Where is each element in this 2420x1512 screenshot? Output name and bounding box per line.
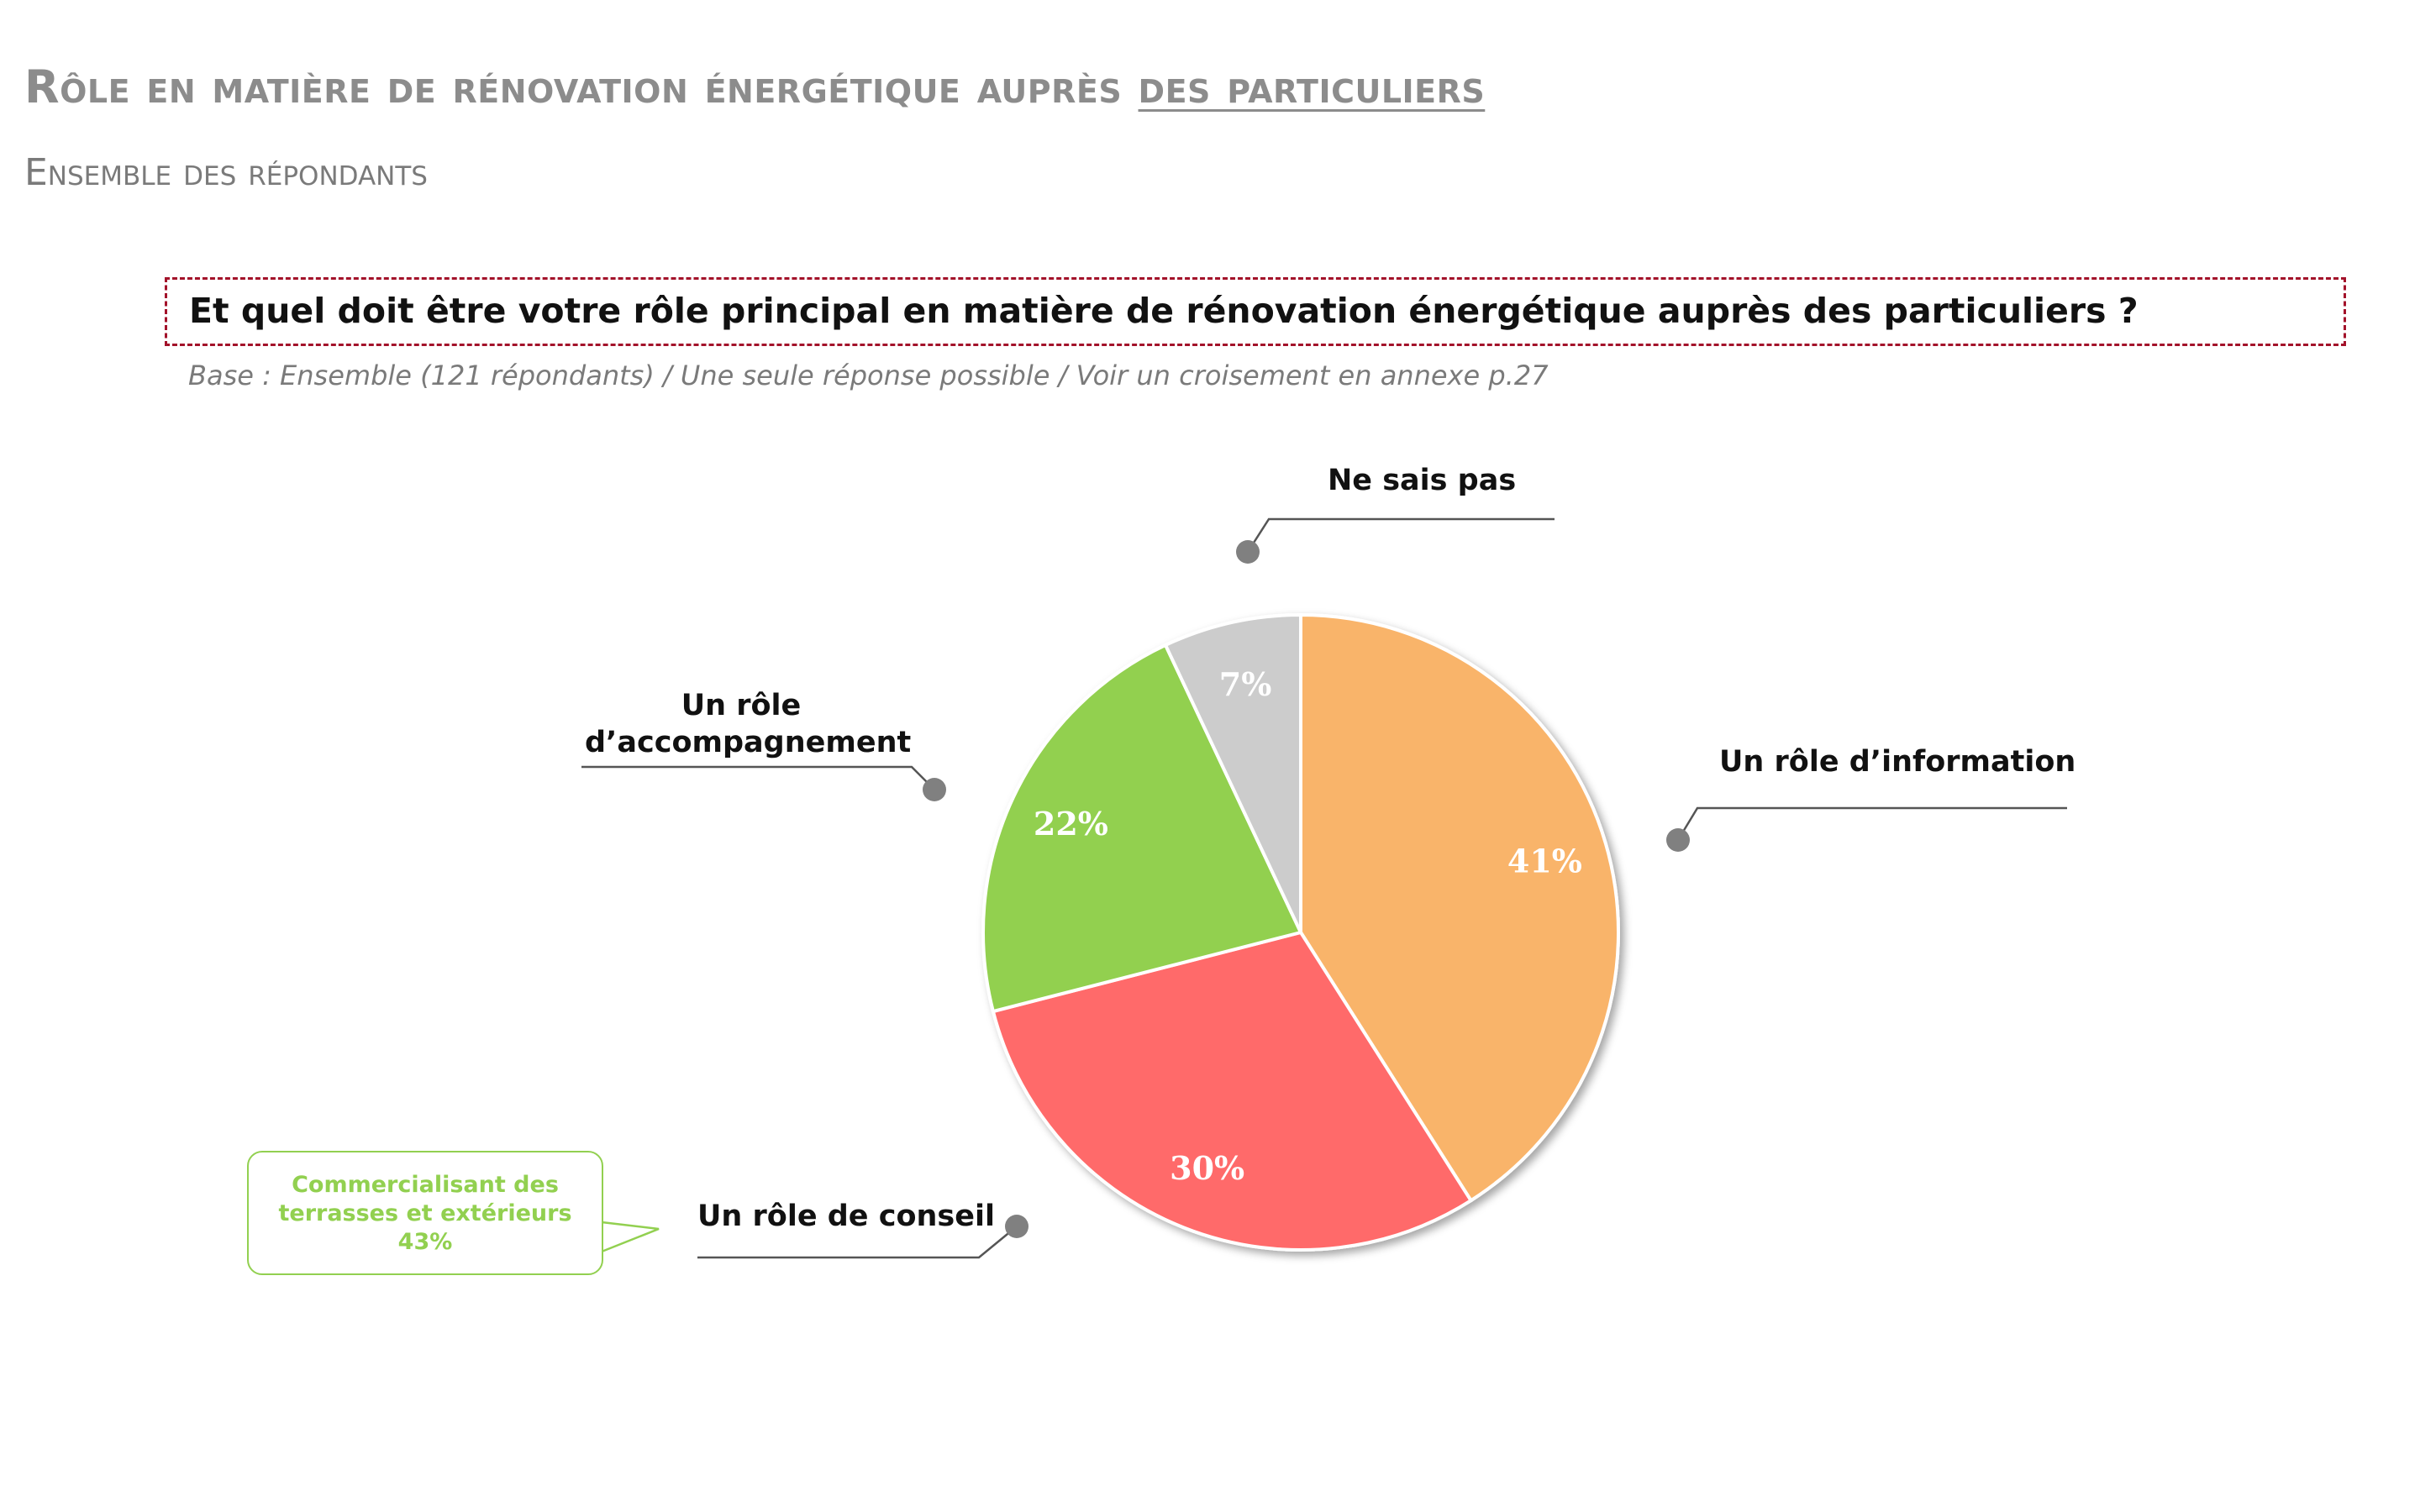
title-main: Rôle en matière de rénovation énergétiqu… xyxy=(24,60,1139,113)
slice-ne-sais-pas xyxy=(1163,612,1302,933)
callout-line3: 43% xyxy=(397,1229,453,1255)
leader-dot-info xyxy=(1666,828,1690,852)
label-accompagnement-line1: Un rôle xyxy=(681,689,802,722)
label-accompagnement-line2: d’accompagnement xyxy=(585,726,912,759)
value-label-ne-sais-pas: 7% xyxy=(1219,665,1272,703)
title-underlined: des particuliers xyxy=(1138,60,1486,113)
callout-line2: terrasses et extérieurs xyxy=(278,1200,572,1226)
question-text: Et quel doit être votre rôle principal e… xyxy=(189,291,2139,331)
value-label-information: 41% xyxy=(1507,843,1582,880)
slice-accompagnement xyxy=(981,643,1303,1014)
callout-pointer xyxy=(601,1221,660,1253)
slice-conseil xyxy=(991,930,1474,1252)
leader-lines xyxy=(581,517,2067,1259)
pie-slices xyxy=(981,612,1620,1252)
label-conseil: Un rôle de conseil xyxy=(697,1200,995,1233)
callout-line1: Commercialisant des xyxy=(292,1172,559,1198)
leader-dot-accompagnement xyxy=(923,778,946,801)
label-info: Un rôle d’information xyxy=(1719,745,2076,779)
pie-value-labels: 41% 30% 22% 7% xyxy=(1034,665,1582,1187)
value-label-conseil: 30% xyxy=(1170,1149,1244,1187)
leader-dot-conseil xyxy=(1005,1215,1028,1238)
leader-accompagnement xyxy=(581,765,946,801)
label-ne-sais-pas: Ne sais pas xyxy=(1328,464,1517,497)
slice-information xyxy=(1299,612,1620,1203)
leader-dot-ne-sais-pas xyxy=(1236,540,1260,564)
question-box: Et quel doit être votre rôle principal e… xyxy=(165,277,2346,346)
page-subtitle: Ensemble des répondants xyxy=(24,151,428,194)
leader-conseil xyxy=(697,1215,1028,1259)
leader-info xyxy=(1666,806,2067,852)
callout-text: Commercialisant des terrasses et extérie… xyxy=(249,1171,602,1257)
base-note: Base : Ensemble (121 répondants) / Une s… xyxy=(188,360,1549,391)
leader-ne-sais-pas xyxy=(1236,517,1555,564)
label-accompagnement: Un rôle d’accompagnement xyxy=(585,687,912,761)
value-label-accompagnement: 22% xyxy=(1034,805,1108,843)
page-title: Rôle en matière de rénovation énergétiqu… xyxy=(24,60,1485,113)
callout-box: Commercialisant des terrasses et extérie… xyxy=(247,1151,603,1275)
